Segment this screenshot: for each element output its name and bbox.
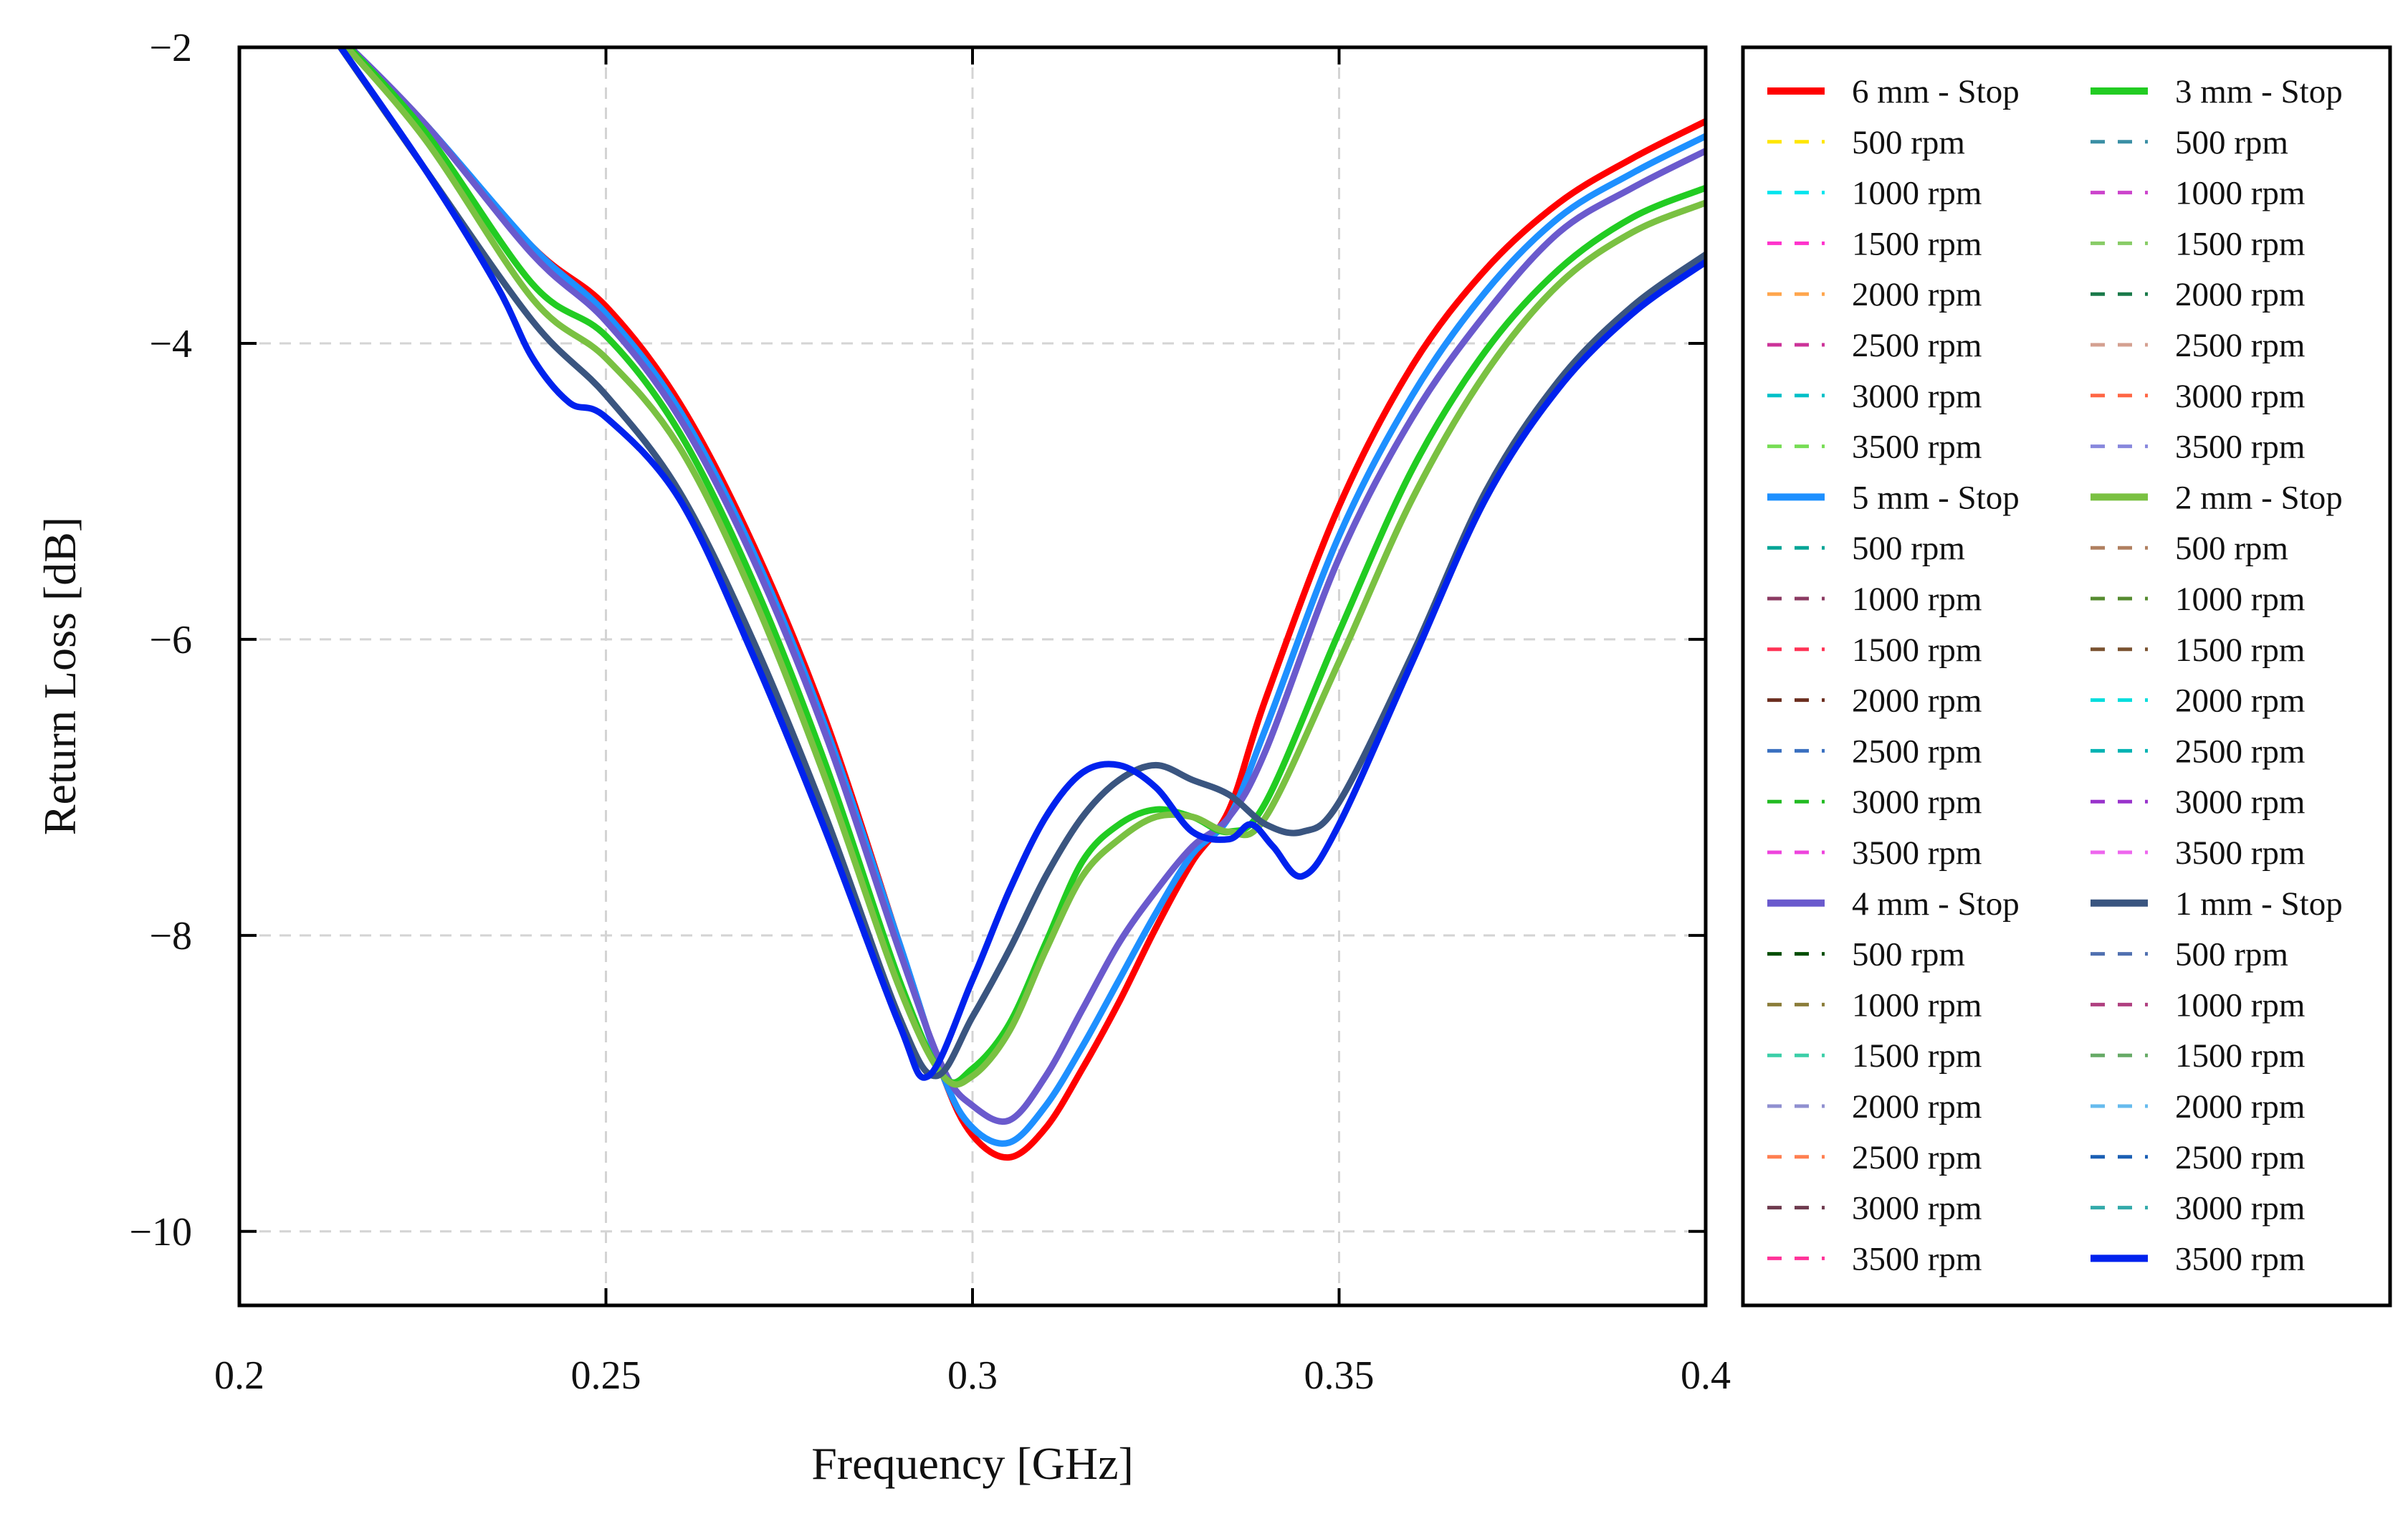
legend-label: 3000 rpm xyxy=(1852,378,1982,415)
series-line-32 xyxy=(342,47,1706,1088)
legend-label: 2000 rpm xyxy=(2175,1088,2305,1125)
legend-label: 1500 rpm xyxy=(2175,1037,2305,1075)
legend-label: 3500 rpm xyxy=(1852,429,1982,466)
legend-label: 2000 rpm xyxy=(2175,682,2305,720)
legend-label: 500 rpm xyxy=(1852,530,1965,567)
legend-label: 4 mm - Stop xyxy=(1852,885,2020,923)
legend-label: 2000 rpm xyxy=(1852,276,1982,313)
legend-label: 1500 rpm xyxy=(2175,632,2305,669)
y-tick-label: −10 xyxy=(129,1210,192,1254)
legend-label: 3000 rpm xyxy=(1852,1190,1982,1227)
y-tick-label: −8 xyxy=(149,914,192,958)
legend-label: 2000 rpm xyxy=(1852,1088,1982,1125)
legend-label: 3000 rpm xyxy=(2175,784,2305,821)
legend-label: 2500 rpm xyxy=(1852,327,1982,364)
legend-label: 1000 rpm xyxy=(2175,986,2305,1024)
series-lines xyxy=(336,47,1706,1161)
x-tick-label: 0.4 xyxy=(1681,1353,1731,1398)
legend-label: 3500 rpm xyxy=(1852,834,1982,872)
legend-label: 2500 rpm xyxy=(2175,327,2305,364)
legend-label: 2500 rpm xyxy=(1852,733,1982,770)
legend-label: 2 mm - Stop xyxy=(2175,479,2343,516)
legend-label: 1000 rpm xyxy=(1852,581,1982,618)
legend-label: 2500 rpm xyxy=(2175,733,2305,770)
series-line-16 xyxy=(345,47,1706,1125)
legend-label: 3500 rpm xyxy=(2175,1240,2305,1277)
x-tick-label: 0.2 xyxy=(214,1353,264,1398)
legend-label: 1500 rpm xyxy=(1852,632,1982,669)
legend-label: 1000 rpm xyxy=(2175,175,2305,212)
y-tick-label: −4 xyxy=(149,322,192,366)
legend: 6 mm - Stop 500 rpm 1000 rpm 1500 rpm 2000 r… xyxy=(1741,45,2392,1308)
y-axis-title: Return Loss [dB] xyxy=(34,517,85,835)
series-line-47 xyxy=(336,47,1706,1081)
legend-label: 2000 rpm xyxy=(1852,682,1982,720)
legend-label: 500 rpm xyxy=(2175,530,2288,567)
legend-label: 1000 rpm xyxy=(1852,175,1982,212)
y-tick-label: −6 xyxy=(149,618,192,662)
legend-label: 1500 rpm xyxy=(2175,225,2305,262)
legend-label: 500 rpm xyxy=(1852,936,1965,973)
x-tick-label: 0.25 xyxy=(571,1353,641,1398)
legend-label: 3 mm - Stop xyxy=(2175,73,2343,110)
legend-label: 2500 rpm xyxy=(1852,1139,1982,1176)
series-line-8 xyxy=(345,47,1706,1147)
legend-label: 6 mm - Stop xyxy=(1852,73,2020,110)
legend-label: 3000 rpm xyxy=(2175,378,2305,415)
axes: 0.2 0.25 0.3 0.35 0.4 −10 −8 −6 −4 −2 xyxy=(129,26,1731,1398)
legend-label: 1000 rpm xyxy=(1852,986,1982,1024)
series-line-0 xyxy=(345,47,1706,1161)
legend-label: 2000 rpm xyxy=(2175,276,2305,313)
legend-label: 500 rpm xyxy=(2175,936,2288,973)
legend-label: 3000 rpm xyxy=(2175,1190,2305,1227)
legend-label: 3500 rpm xyxy=(1852,1240,1982,1277)
x-axis-title: Frequency [GHz] xyxy=(811,1438,1134,1489)
grid xyxy=(239,47,1706,1305)
legend-frame xyxy=(1741,45,2392,1308)
legend-label: 2500 rpm xyxy=(2175,1139,2305,1176)
legend-label: 3000 rpm xyxy=(1852,784,1982,821)
legend-label: 1500 rpm xyxy=(1852,1037,1982,1075)
legend-label: 3500 rpm xyxy=(2175,429,2305,466)
legend-label: 500 rpm xyxy=(1852,124,1965,161)
legend-label: 1500 rpm xyxy=(1852,225,1982,262)
legend-label: 1 mm - Stop xyxy=(2175,885,2343,923)
legend-label: 1000 rpm xyxy=(2175,581,2305,618)
legend-label: 5 mm - Stop xyxy=(1852,479,2020,516)
x-tick-label: 0.35 xyxy=(1304,1353,1375,1398)
legend-label: 3500 rpm xyxy=(2175,834,2305,872)
x-tick-label: 0.3 xyxy=(947,1353,998,1398)
y-tick-label: −2 xyxy=(149,26,192,70)
legend-label: 500 rpm xyxy=(2175,124,2288,161)
